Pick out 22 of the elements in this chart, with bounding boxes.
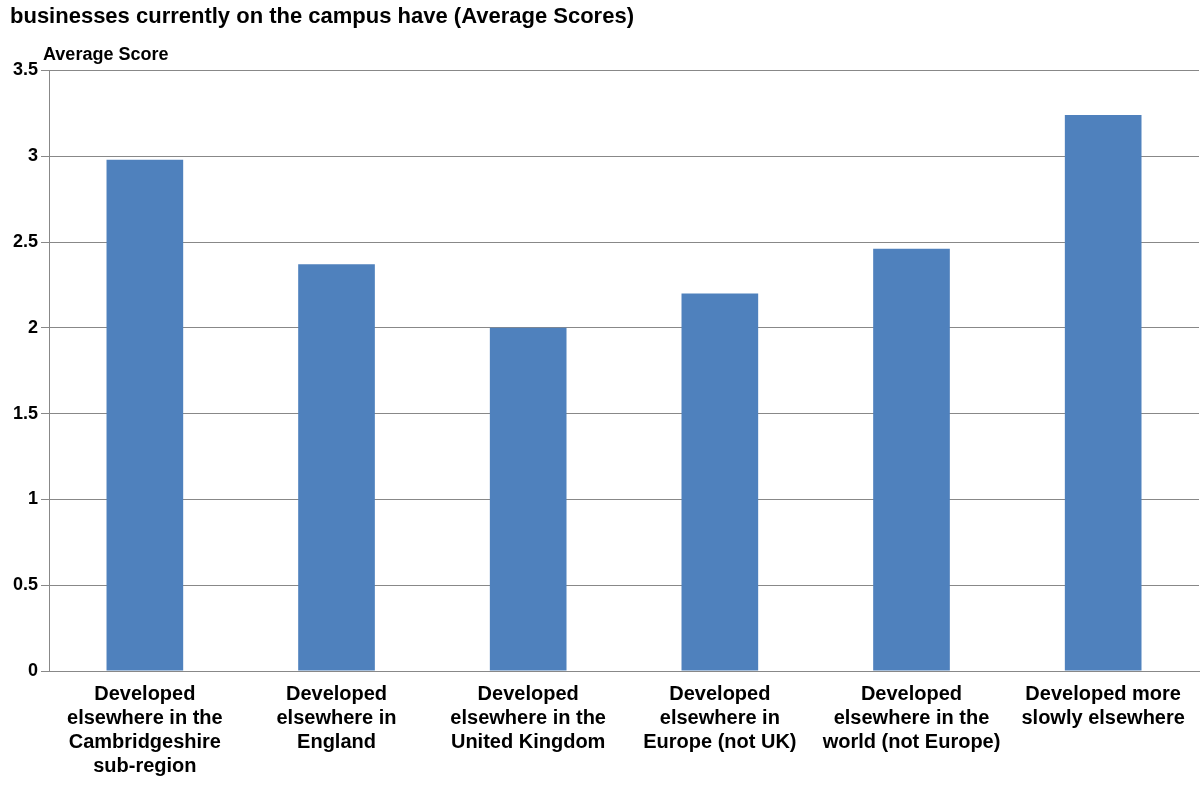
y-tick-label: 0.5	[12, 574, 39, 595]
bar	[873, 248, 950, 671]
y-tick-label: 1.5	[12, 402, 39, 423]
x-tick-label: Developed elsewhere in England	[276, 681, 397, 752]
y-tick-label: 1	[28, 488, 39, 509]
chart-title: businesses currently on the campus have (Average Scores)	[10, 3, 634, 29]
y-tick-label: 2	[28, 316, 39, 337]
bar	[298, 264, 375, 671]
bar	[681, 293, 759, 671]
bar	[1064, 115, 1142, 671]
y-tick-label: 3.5	[12, 59, 39, 80]
x-tick-label: Developed elsewhere in Europe (not UK)	[643, 681, 797, 752]
y-tick-label: 2.5	[12, 230, 39, 251]
y-axis-title: Average Score	[43, 44, 169, 65]
y-tick-label: 3	[28, 145, 39, 166]
x-tick-label: Developed elsewhere in the world (not Europe)	[821, 681, 1001, 752]
x-tick-label: Developed elsewhere in the United Kingdom	[450, 681, 606, 752]
x-tick-label: Developed more slowly elsewhere	[1021, 681, 1185, 728]
x-tick-label: Developed elsewhere in the Cambridgeshire sub-region	[67, 681, 223, 776]
y-tick-label: 0	[28, 659, 39, 680]
bar	[489, 327, 567, 671]
bar	[106, 159, 184, 671]
